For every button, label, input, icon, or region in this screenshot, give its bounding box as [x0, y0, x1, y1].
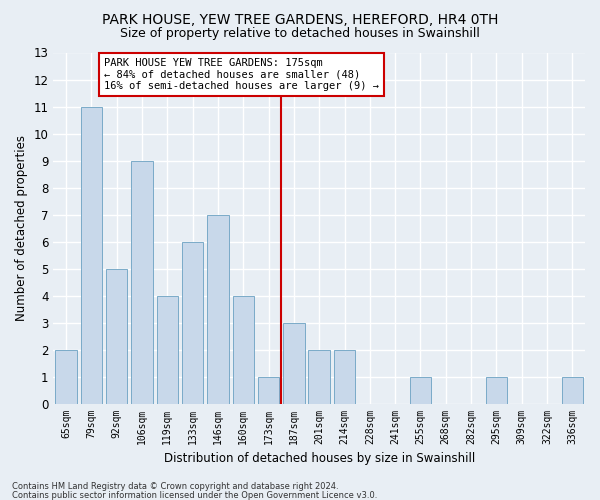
Bar [182, 242, 203, 404]
Bar [233, 296, 254, 404]
Text: Size of property relative to detached houses in Swainshill: Size of property relative to detached ho… [120, 28, 480, 40]
Bar [308, 350, 330, 404]
Y-axis label: Number of detached properties: Number of detached properties [15, 135, 28, 321]
Bar [131, 160, 153, 404]
Bar [410, 376, 431, 404]
Bar [55, 350, 77, 404]
Bar [562, 376, 583, 404]
Bar [157, 296, 178, 404]
Bar [80, 106, 102, 404]
X-axis label: Distribution of detached houses by size in Swainshill: Distribution of detached houses by size … [164, 452, 475, 465]
Text: Contains public sector information licensed under the Open Government Licence v3: Contains public sector information licen… [12, 490, 377, 500]
Text: PARK HOUSE, YEW TREE GARDENS, HEREFORD, HR4 0TH: PARK HOUSE, YEW TREE GARDENS, HEREFORD, … [102, 12, 498, 26]
Bar [258, 376, 280, 404]
Bar [485, 376, 507, 404]
Bar [283, 322, 305, 404]
Bar [334, 350, 355, 404]
Bar [106, 268, 127, 404]
Bar [207, 214, 229, 404]
Text: PARK HOUSE YEW TREE GARDENS: 175sqm
← 84% of detached houses are smaller (48)
16: PARK HOUSE YEW TREE GARDENS: 175sqm ← 84… [104, 58, 379, 91]
Text: Contains HM Land Registry data © Crown copyright and database right 2024.: Contains HM Land Registry data © Crown c… [12, 482, 338, 491]
